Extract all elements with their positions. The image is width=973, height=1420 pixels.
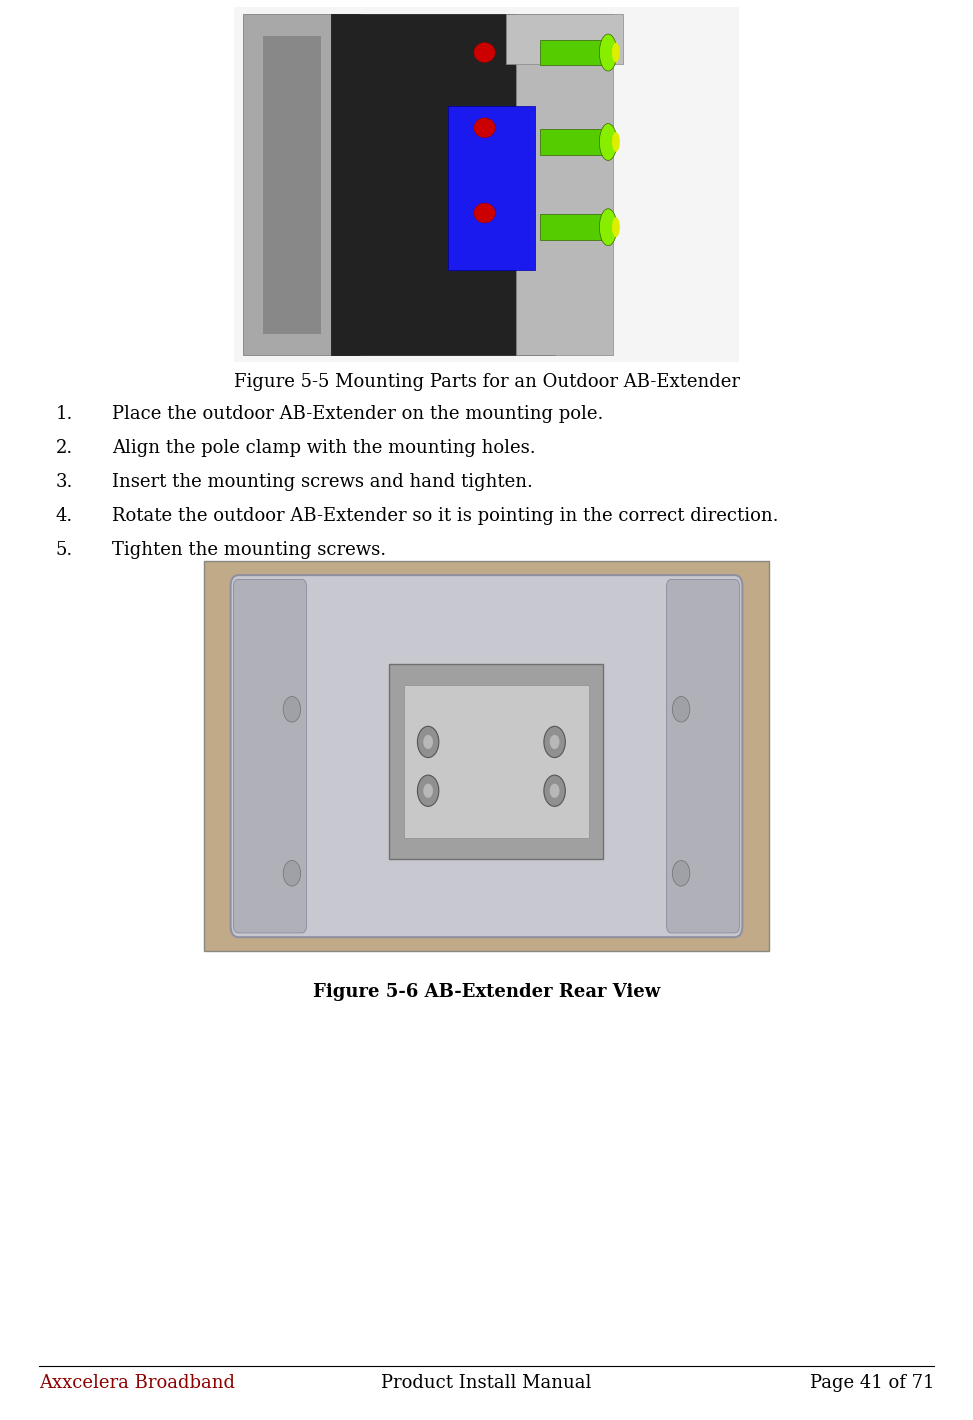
Ellipse shape [283,697,301,723]
Ellipse shape [599,124,617,160]
Bar [516,14,613,355]
Ellipse shape [612,132,620,152]
Text: Product Install Manual: Product Install Manual [381,1373,592,1392]
Ellipse shape [423,784,433,798]
Ellipse shape [544,726,565,757]
Bar [540,214,603,240]
Text: 5.: 5. [55,541,73,559]
Ellipse shape [474,43,495,62]
Text: Align the pole clamp with the mounting holes.: Align the pole clamp with the mounting h… [112,439,535,457]
Ellipse shape [612,217,620,237]
Bar [234,7,739,362]
Text: Axxcelera Broadband: Axxcelera Broadband [39,1373,234,1392]
Ellipse shape [474,118,495,138]
Ellipse shape [423,734,433,750]
FancyBboxPatch shape [667,579,739,933]
Ellipse shape [283,861,301,886]
Ellipse shape [672,861,690,886]
Text: Tighten the mounting screws.: Tighten the mounting screws. [112,541,386,559]
FancyBboxPatch shape [231,575,742,937]
Text: Figure 5-5 Mounting Parts for an Outdoor AB-Extender: Figure 5-5 Mounting Parts for an Outdoor… [234,373,739,392]
Text: Page 41 of 71: Page 41 of 71 [810,1373,934,1392]
Ellipse shape [474,203,495,223]
Bar [389,665,603,859]
FancyBboxPatch shape [234,579,306,933]
Text: 3.: 3. [55,473,73,491]
Text: 4.: 4. [55,507,73,525]
Text: Rotate the outdoor AB-Extender so it is pointing in the correct direction.: Rotate the outdoor AB-Extender so it is … [112,507,778,525]
Text: Insert the mounting screws and hand tighten.: Insert the mounting screws and hand tigh… [112,473,533,491]
Bar [204,561,769,951]
Text: 2.: 2. [55,439,73,457]
Ellipse shape [544,775,565,807]
Text: Figure 5-6 AB-Extender Rear View: Figure 5-6 AB-Extender Rear View [313,983,660,1001]
Ellipse shape [417,775,439,807]
Ellipse shape [599,34,617,71]
Ellipse shape [612,43,620,62]
Bar [506,14,623,64]
Ellipse shape [672,697,690,723]
Bar [263,36,321,334]
Bar [331,14,555,355]
Ellipse shape [599,209,617,246]
Bar [540,40,603,65]
Text: Place the outdoor AB-Extender on the mounting pole.: Place the outdoor AB-Extender on the mou… [112,405,603,423]
Bar [448,106,535,270]
Ellipse shape [417,726,439,757]
Text: 1.: 1. [55,405,73,423]
Ellipse shape [550,734,559,750]
Bar [243,14,360,355]
Bar [540,129,603,155]
Bar [404,684,589,838]
Ellipse shape [550,784,559,798]
